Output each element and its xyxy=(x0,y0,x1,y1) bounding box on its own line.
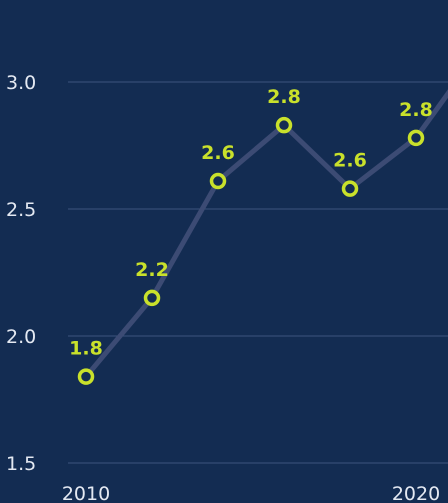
data-point xyxy=(407,129,425,147)
y-tick-label: 1.5 xyxy=(6,453,36,475)
data-label: 2.8 xyxy=(399,99,433,121)
y-tick-label: 2.0 xyxy=(6,326,36,348)
x-tick-label: 2010 xyxy=(62,483,110,503)
y-tick-label: 3.0 xyxy=(6,72,36,94)
data-label: 2.6 xyxy=(201,142,235,164)
gridlines xyxy=(68,81,448,464)
data-label: 2.8 xyxy=(267,86,301,108)
data-label: 1.8 xyxy=(69,338,103,360)
x-axis-ticks: 2010 2020 xyxy=(62,483,440,503)
data-point xyxy=(143,289,161,307)
data-point xyxy=(77,368,95,385)
x-tick-label: 2020 xyxy=(392,483,440,503)
y-axis-ticks: 1.5 2.0 2.5 3.0 xyxy=(6,72,36,475)
data-label: 2.6 xyxy=(333,150,367,172)
y-tick-label: 2.5 xyxy=(6,199,36,221)
data-point xyxy=(341,180,359,197)
data-label: 2.2 xyxy=(135,259,169,281)
data-markers xyxy=(77,116,425,385)
data-point xyxy=(275,116,293,134)
data-labels: 1.82.22.62.82.62.83.1 xyxy=(69,86,433,360)
data-point xyxy=(209,172,227,190)
